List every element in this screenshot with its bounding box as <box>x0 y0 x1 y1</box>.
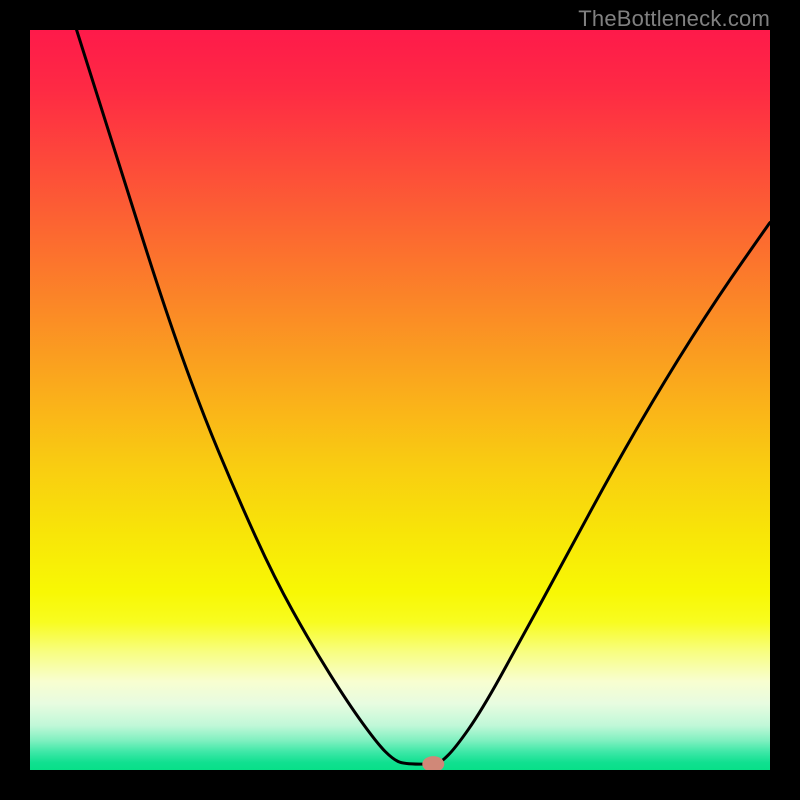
bottleneck-marker <box>422 756 444 770</box>
chart-plot-area <box>30 30 770 770</box>
watermark-text: TheBottleneck.com <box>578 6 770 32</box>
chart-curve <box>30 30 770 770</box>
